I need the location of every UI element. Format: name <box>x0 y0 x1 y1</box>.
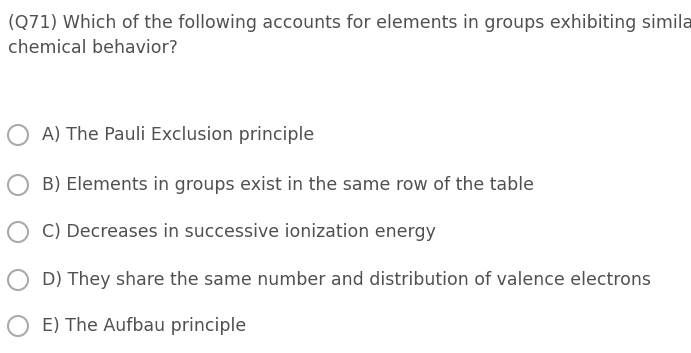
Text: A) The Pauli Exclusion principle: A) The Pauli Exclusion principle <box>42 126 314 144</box>
Text: D) They share the same number and distribution of valence electrons: D) They share the same number and distri… <box>42 271 651 289</box>
Text: C) Decreases in successive ionization energy: C) Decreases in successive ionization en… <box>42 223 436 241</box>
Text: (Q71) Which of the following accounts for elements in groups exhibiting similar
: (Q71) Which of the following accounts fo… <box>8 14 691 57</box>
Text: B) Elements in groups exist in the same row of the table: B) Elements in groups exist in the same … <box>42 176 534 194</box>
Text: E) The Aufbau principle: E) The Aufbau principle <box>42 317 246 335</box>
